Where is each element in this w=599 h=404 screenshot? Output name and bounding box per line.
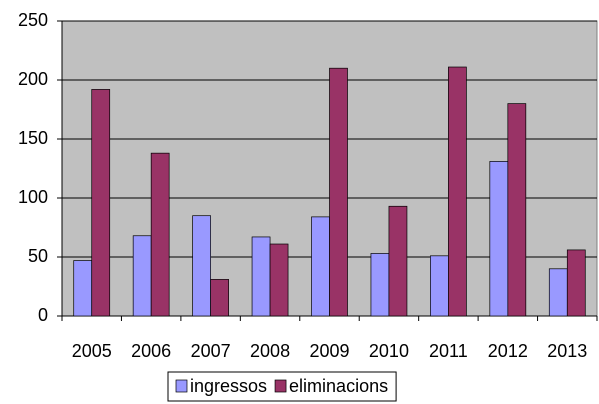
legend-label: ingressos bbox=[190, 376, 267, 396]
x-tick-label: 2010 bbox=[369, 341, 409, 361]
y-tick-label: 150 bbox=[18, 128, 48, 148]
y-tick-label: 0 bbox=[38, 305, 48, 325]
bar bbox=[370, 253, 390, 317]
bar bbox=[388, 205, 408, 317]
bar bbox=[73, 260, 93, 317]
bar bbox=[210, 279, 229, 317]
bar bbox=[566, 249, 586, 317]
bar bbox=[329, 67, 348, 317]
y-tick-label: 100 bbox=[18, 187, 48, 207]
x-tick-label: 2011 bbox=[429, 341, 468, 361]
legend-swatch bbox=[175, 379, 188, 393]
x-tick-label: 2013 bbox=[547, 341, 587, 361]
x-tick-label: 2012 bbox=[488, 341, 528, 361]
legend-swatch bbox=[274, 379, 287, 393]
bar bbox=[132, 235, 152, 317]
y-tick-label: 200 bbox=[18, 69, 48, 89]
bar bbox=[192, 215, 211, 317]
x-tick-label: 2006 bbox=[131, 341, 171, 361]
bar bbox=[150, 152, 170, 317]
x-tick-label: 2008 bbox=[250, 341, 290, 361]
bar bbox=[311, 216, 330, 317]
y-tick-label: 50 bbox=[28, 246, 48, 266]
x-tick-label: 2005 bbox=[72, 341, 112, 361]
x-tick-label: 2009 bbox=[309, 341, 349, 361]
bar bbox=[269, 243, 289, 317]
bar bbox=[489, 161, 509, 317]
bar bbox=[448, 66, 467, 317]
bar bbox=[507, 103, 527, 317]
x-tick-label: 2007 bbox=[191, 341, 231, 361]
bar bbox=[91, 89, 111, 317]
y-tick-label: 250 bbox=[18, 10, 48, 30]
bar bbox=[251, 236, 271, 317]
legend-label: eliminacions bbox=[289, 376, 388, 396]
bar bbox=[430, 255, 449, 317]
bar bbox=[548, 268, 568, 317]
